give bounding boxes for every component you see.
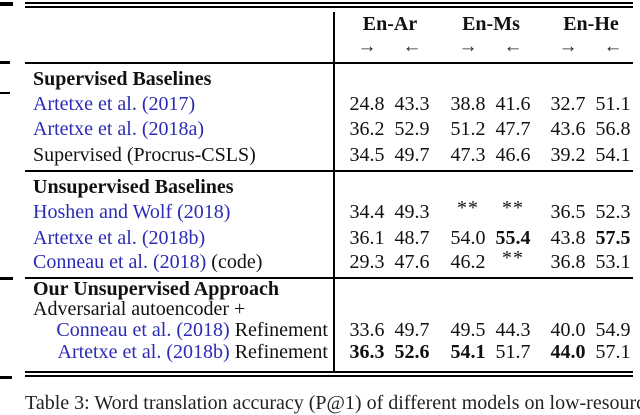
- cell-value: 32.7: [550, 93, 586, 115]
- citation-link[interactable]: Artetxe et al. (2018a): [33, 118, 205, 140]
- cell-value: 52.3: [595, 201, 631, 223]
- cell-value: 57.5: [595, 227, 631, 249]
- row-label-suffix: Refinement: [229, 341, 328, 363]
- bottom-rule-inner: [25, 371, 633, 373]
- cell-value: 36.1: [349, 227, 385, 249]
- column-group-en-ar: En-Ar: [362, 13, 418, 35]
- citation-link[interactable]: Artetxe et al. (2017): [33, 93, 196, 115]
- top-rule-outer: [25, 2, 633, 4]
- cell-value: 44.3: [495, 319, 531, 341]
- right-arrow-icon: →: [357, 36, 377, 57]
- cell-value: 46.2: [450, 251, 486, 273]
- column-group-en-he: En-He: [563, 13, 619, 35]
- table-row: Supervised (Procrus-CSLS) 34.5 49.7 47.3…: [0, 143, 640, 168]
- row-label-suffix: (code): [206, 251, 263, 273]
- row-label-suffix: Refinement: [229, 319, 328, 341]
- cell-value: 55.4: [495, 227, 531, 249]
- left-arrow-icon: ←: [603, 36, 623, 57]
- left-arrow-icon: ←: [402, 36, 422, 57]
- cell-value: **: [502, 197, 524, 219]
- cell-value: 48.7: [394, 227, 430, 249]
- left-edge-mark: [0, 61, 10, 64]
- cell-value: 41.6: [495, 93, 531, 115]
- header-rule: [25, 62, 633, 64]
- cell-value: 34.4: [349, 201, 385, 223]
- citation-link[interactable]: Conneau et al. (2018): [33, 251, 207, 273]
- cell-value: 44.0: [550, 341, 586, 363]
- section-title-row: Unsupervised Baselines: [0, 175, 640, 200]
- cell-value: 39.2: [550, 144, 586, 166]
- cell-value: 46.6: [495, 144, 531, 166]
- cell-value: 33.6: [349, 319, 385, 341]
- right-arrow-icon: →: [558, 36, 578, 57]
- citation-link[interactable]: Conneau et al. (2018): [56, 319, 230, 341]
- table-row: Artetxe et al. (2018a) 36.2 52.9 51.2 47…: [0, 117, 640, 142]
- cell-value: **: [502, 247, 524, 269]
- cell-value: 38.8: [450, 93, 486, 115]
- cell-value: 49.7: [394, 319, 430, 341]
- table-row: Hoshen and Wolf (2018) 34.4 49.3 ** ** 3…: [0, 197, 640, 225]
- cell-value: 52.6: [394, 341, 430, 363]
- cell-value: 57.1: [595, 341, 631, 363]
- cell-value: 43.3: [394, 93, 430, 115]
- cell-value: 47.6: [394, 251, 430, 273]
- cell-value: 54.1: [450, 341, 486, 363]
- section-rule-2: [25, 277, 633, 279]
- table-row: Adversarial autoencoder +: [0, 298, 640, 320]
- section-title: Supervised Baselines: [33, 68, 212, 90]
- cell-value: 47.3: [450, 144, 486, 166]
- cell-value: 49.7: [394, 144, 430, 166]
- left-edge-mark: [0, 376, 12, 379]
- table-row: Artetxe et al. (2017) 24.8 43.3 38.8 41.…: [0, 92, 640, 117]
- left-arrow-icon: ←: [503, 36, 523, 57]
- cell-value: 34.5: [349, 144, 385, 166]
- table-row: Artetxe et al. (2018b) 36.1 48.7 54.0 55…: [0, 226, 640, 251]
- left-edge-mark: [0, 277, 13, 280]
- citation-link[interactable]: Artetxe et al. (2018b): [33, 227, 206, 249]
- cell-value: 51.7: [495, 341, 531, 363]
- table-row: Artetxe et al. (2018b) Refinement 36.3 5…: [0, 341, 640, 363]
- cell-value: 36.3: [349, 341, 385, 363]
- section-title-row: Supervised Baselines: [0, 67, 640, 92]
- column-separator: [333, 12, 335, 371]
- left-edge-mark: [0, 2, 13, 6]
- row-label: Supervised (Procrus-CSLS): [33, 144, 256, 166]
- cell-value: 56.8: [595, 118, 631, 140]
- table-caption: Table 3: Word translation accuracy (P@1)…: [25, 392, 640, 414]
- cell-value: 43.8: [550, 227, 586, 249]
- table-row: Conneau et al. (2018) (code) 29.3 47.6 4…: [0, 247, 640, 275]
- cell-value: 52.9: [394, 118, 430, 140]
- citation-link[interactable]: Artetxe et al. (2018b): [57, 341, 230, 363]
- cell-value: 43.6: [550, 118, 586, 140]
- cell-value: 29.3: [349, 251, 385, 273]
- cell-value: 36.2: [349, 118, 385, 140]
- cell-value: 40.0: [550, 319, 586, 341]
- cell-value: 54.0: [450, 227, 486, 249]
- section-title-row: Our Unsupervised Approach: [0, 278, 640, 300]
- bottom-rule-outer: [25, 375, 633, 377]
- cell-value: 51.1: [595, 93, 631, 115]
- cell-value: 36.5: [550, 201, 586, 223]
- cell-value: 51.2: [450, 118, 486, 140]
- column-group-en-ms: En-Ms: [462, 13, 520, 35]
- right-arrow-icon: →: [458, 36, 478, 57]
- citation-link[interactable]: Hoshen and Wolf (2018): [33, 201, 231, 223]
- section-rule-1: [25, 170, 633, 172]
- section-title: Our Unsupervised Approach: [33, 278, 279, 300]
- cell-value: 54.1: [595, 144, 631, 166]
- top-rule-inner: [25, 6, 633, 8]
- section-title: Unsupervised Baselines: [33, 176, 234, 198]
- cell-value: 24.8: [349, 93, 385, 115]
- left-edge-mark: [0, 92, 10, 94]
- cell-value: 36.8: [550, 251, 586, 273]
- cell-value: 47.7: [495, 118, 531, 140]
- table-row: Conneau et al. (2018) Refinement 33.6 49…: [0, 319, 640, 341]
- direction-arrow-row: → ← → ← → ←: [0, 36, 640, 58]
- row-label: Adversarial autoencoder +: [33, 298, 246, 320]
- cell-value: **: [457, 197, 479, 219]
- cell-value: 49.3: [394, 201, 430, 223]
- cell-value: 54.9: [595, 319, 631, 341]
- cell-value: 53.1: [595, 251, 631, 273]
- cell-value: 49.5: [450, 319, 486, 341]
